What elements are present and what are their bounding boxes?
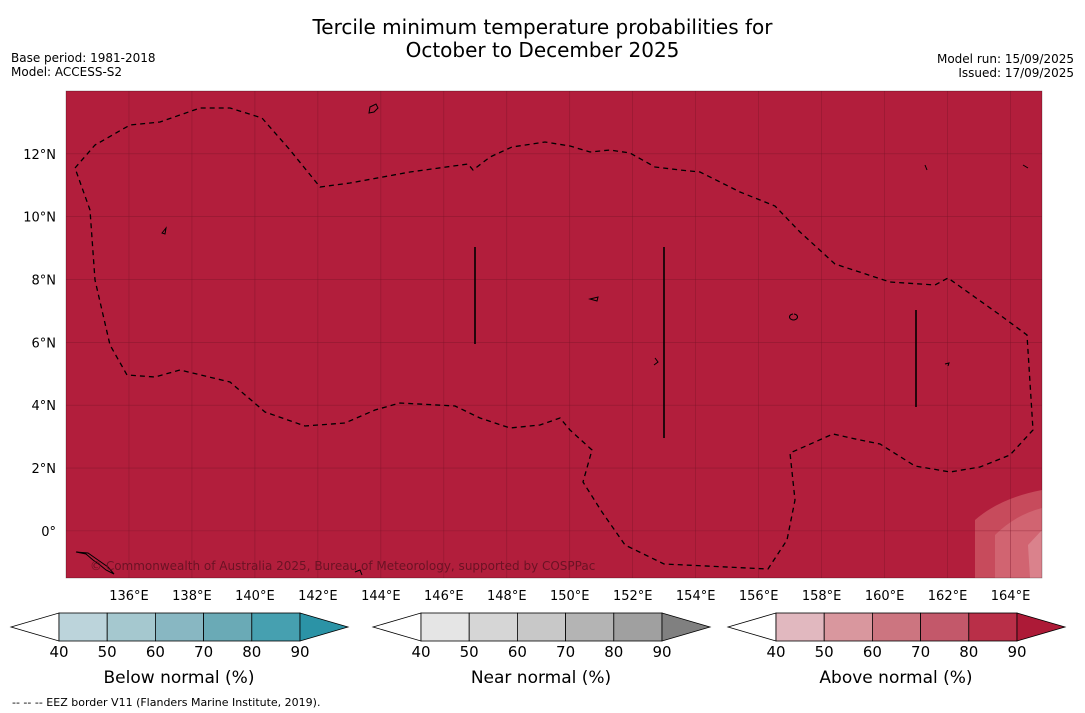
longitude-label: 150°E [550,589,590,604]
latitude-label: 8°N [32,274,57,289]
eez-note: -- -- -- EEZ border V11 (Flanders Marine… [12,696,321,709]
near-normal-min-extension [371,612,422,642]
base-period: Base period: 1981-2018 [11,51,156,65]
copyright-notice: © Commonwealth of Australia 2025, Bureau… [90,559,595,573]
graticule [66,91,1042,578]
below-normal-segment [58,612,108,642]
below-normal-tick-label: 70 [194,643,214,661]
above-normal-min-extension [726,612,777,642]
near-normal-tick-label: 40 [411,643,431,661]
above-normal-tick-label: 60 [862,643,882,661]
model-run: Model run: 15/09/2025 [936,52,1074,66]
below-normal-tick-label: 90 [290,643,310,661]
above-normal-segment [823,612,873,642]
map-frame [65,90,1043,579]
below-normal-segment [203,612,253,642]
longitude-label: 140°E [235,589,275,604]
latitude-label: 10°N [23,211,56,226]
near-normal-label: Near normal (%) [470,668,612,688]
above-normal-segment [775,612,825,642]
above-normal-tick-label: 80 [959,643,979,661]
near-normal-segment [468,612,518,642]
above-normal-max-extension [1016,612,1067,642]
longitude-label: 142°E [298,589,338,604]
longitude-label: 158°E [802,589,842,604]
below-normal-tick-label: 50 [97,643,117,661]
above-normal-label: Above normal (%) [819,668,973,688]
below-normal-max-extension [299,612,350,642]
below-normal-segment [106,612,156,642]
colorbar-above-normal [726,612,1067,642]
longitude-label: 160°E [865,589,905,604]
below-normal-tick-label: 80 [242,643,262,661]
lighter-probability-patch-core [1028,530,1042,578]
near-normal-segment [420,612,470,642]
near-normal-tick-label: 60 [507,643,527,661]
near-normal-tick-label: 90 [652,643,672,661]
latitude-label: 4°N [32,399,57,414]
near-normal-segment [517,612,567,642]
above-normal-tick-label: 50 [814,643,834,661]
near-normal-tick-label: 50 [459,643,479,661]
longitude-label: 164°E [991,589,1031,604]
below-normal-segment [251,612,301,642]
colorbar-below-normal [9,612,350,642]
longitude-labels: 136°E 138°E 140°E 142°E 144°E 146°E 148°E 150°E… [109,589,1030,604]
latitude-label: 6°N [32,336,57,351]
near-normal-tick-label: 70 [556,643,576,661]
longitude-label: 162°E [928,589,968,604]
title-line-2: October to December 2025 [405,38,680,62]
longitude-label: 154°E [676,589,716,604]
longitude-label: 136°E [109,589,149,604]
latitude-label: 2°N [32,462,57,477]
above-normal-segment [968,612,1018,642]
above-normal-segment [872,612,922,642]
above-normal-segment [920,612,970,642]
latitude-labels: 12°N 10°N 8°N 6°N 4°N 2°N 0° [23,148,56,540]
near-normal-segment [565,612,615,642]
longitude-label: 144°E [361,589,401,604]
longitude-label: 146°E [424,589,464,604]
latitude-label: 0° [41,525,56,540]
above-normal-tick-label: 70 [911,643,931,661]
near-normal-tick-label: 80 [604,643,624,661]
title-line-1: Tercile minimum temperature probabilitie… [312,15,773,39]
coastlines [75,103,1029,576]
near-normal-segment [613,612,663,642]
below-normal-tick-label: 40 [49,643,69,661]
below-normal-label: Below normal (%) [103,668,255,688]
below-normal-min-extension [9,612,60,642]
longitude-label: 138°E [172,589,212,604]
map-background [66,91,1042,578]
model-name: Model: ACCESS-S2 [11,65,123,79]
issued-date: Issued: 17/09/2025 [958,66,1074,80]
below-normal-segment [154,612,204,642]
near-normal-max-extension [661,612,712,642]
latitude-label: 12°N [23,148,56,163]
above-normal-tick-label: 40 [766,643,786,661]
colorbar-near-normal [371,612,712,642]
above-normal-tick-label: 90 [1007,643,1027,661]
longitude-label: 148°E [487,589,527,604]
longitude-label: 156°E [739,589,779,604]
below-normal-tick-label: 60 [145,643,165,661]
longitude-label: 152°E [613,589,653,604]
